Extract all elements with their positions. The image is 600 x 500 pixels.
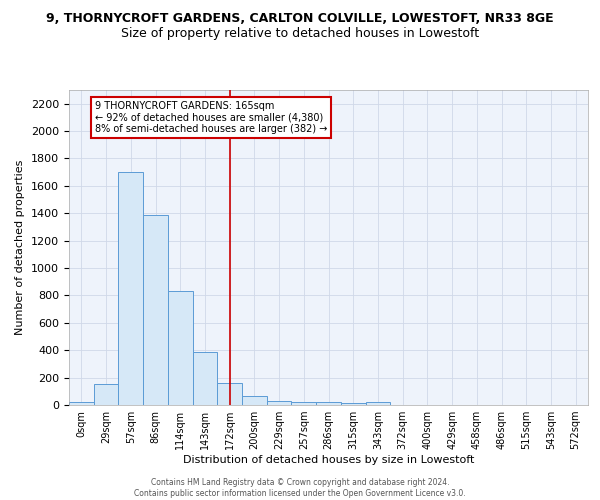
Bar — [168, 290, 193, 405]
Bar — [193, 352, 217, 405]
Bar — [316, 402, 341, 405]
Bar — [143, 214, 168, 405]
Bar — [267, 401, 292, 405]
Bar — [94, 384, 118, 405]
Text: Size of property relative to detached houses in Lowestoft: Size of property relative to detached ho… — [121, 28, 479, 40]
Text: Contains HM Land Registry data © Crown copyright and database right 2024.
Contai: Contains HM Land Registry data © Crown c… — [134, 478, 466, 498]
Y-axis label: Number of detached properties: Number of detached properties — [16, 160, 25, 335]
Text: 9, THORNYCROFT GARDENS, CARLTON COLVILLE, LOWESTOFT, NR33 8GE: 9, THORNYCROFT GARDENS, CARLTON COLVILLE… — [46, 12, 554, 26]
X-axis label: Distribution of detached houses by size in Lowestoft: Distribution of detached houses by size … — [183, 455, 474, 465]
Bar — [217, 383, 242, 405]
Bar — [365, 402, 390, 405]
Bar — [69, 402, 94, 405]
Bar — [341, 403, 365, 405]
Bar — [292, 402, 316, 405]
Text: 9 THORNYCROFT GARDENS: 165sqm
← 92% of detached houses are smaller (4,380)
8% of: 9 THORNYCROFT GARDENS: 165sqm ← 92% of d… — [95, 101, 328, 134]
Bar — [242, 396, 267, 405]
Bar — [118, 172, 143, 405]
